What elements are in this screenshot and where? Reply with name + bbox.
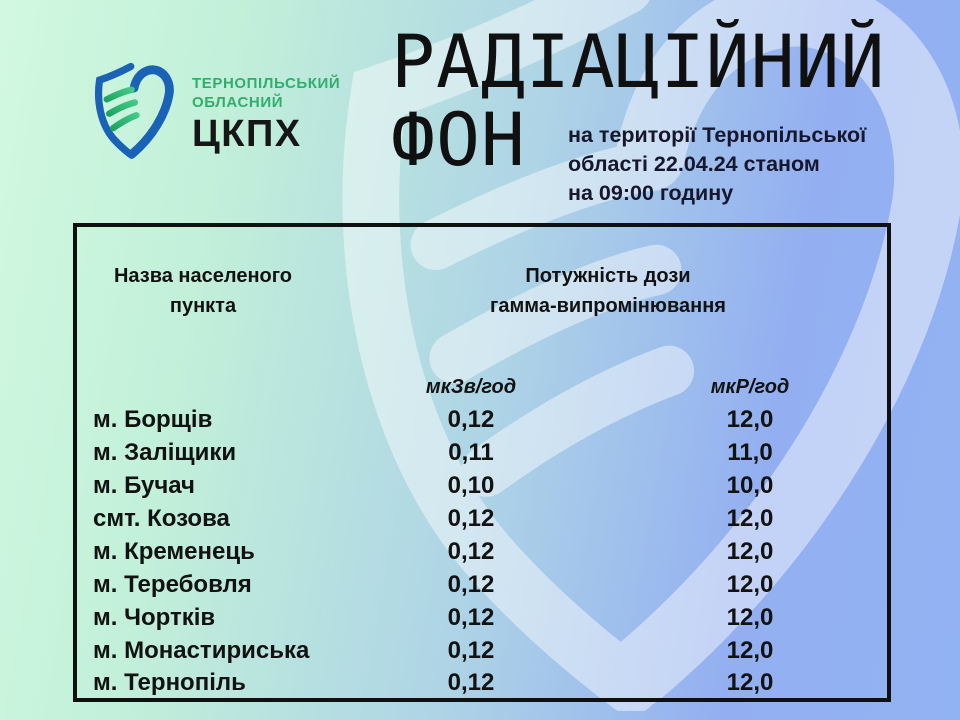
header-dose-line2: гамма-випромінювання (490, 295, 726, 317)
page-title: РАДІАЦІЙНИЙ ФОН (391, 24, 885, 180)
org-abbreviation: ЦКПХ (192, 113, 302, 155)
dose-usv: 0,12 (447, 570, 495, 598)
settlement-name: м. Кременець (93, 537, 255, 565)
settlement-name: м. Теребовля (93, 570, 252, 598)
table-row: м. Бучач 0,10 10,0 (75, 469, 889, 502)
dose-usv: 0,12 (447, 504, 495, 532)
dose-ur: 12,0 (726, 504, 774, 532)
table-units-row: мкЗв/год мкР/год (75, 355, 889, 403)
org-logo-icon (94, 62, 174, 159)
unit-usv: мкЗв/год (425, 376, 517, 398)
header-settlement-line1: Назва населеного (113, 265, 293, 287)
header-dose: Потужність дози гамма-випромінювання (329, 225, 889, 355)
dose-ur: 11,0 (727, 438, 773, 466)
header-settlement-line2: пункта (169, 295, 237, 317)
subtitle-line1: на території Тернопільської (568, 123, 867, 147)
org-logo-text: ТЕРНОПІЛЬСЬКИЙ ОБЛАСНИЙ ЦКПХ (192, 74, 340, 154)
settlement-name: м. Тернопіль (93, 668, 246, 696)
page-title-line2: ФОН (391, 98, 526, 183)
dose-ur: 10,0 (726, 471, 774, 499)
settlement-name: м. Бучач (93, 471, 195, 499)
dose-usv: 0,12 (447, 537, 495, 565)
header-settlement: Назва населеного пункта (75, 225, 329, 355)
table-row: м. Заліщики 0,11 11,0 (75, 436, 889, 469)
dose-ur: 12,0 (726, 405, 774, 433)
dose-ur: 12,0 (726, 570, 774, 598)
dose-usv: 0,10 (447, 471, 495, 499)
settlement-name: м. Борщів (93, 405, 213, 433)
settlement-name: м. Монастириська (93, 636, 310, 664)
table-row: смт. Козова 0,12 12,0 (75, 502, 889, 535)
table-row: м. Борщів 0,12 12,0 (75, 403, 889, 436)
settlement-name: м. Заліщики (93, 438, 237, 466)
dose-usv: 0,12 (447, 636, 495, 664)
table-row: м. Монастириська 0,12 12,0 (75, 634, 889, 667)
table-row: м. Теребовля 0,12 12,0 (75, 568, 889, 601)
settlement-name: смт. Козова (93, 504, 230, 532)
unit-ur: мкР/год (710, 376, 790, 398)
dose-usv: 0,12 (447, 405, 495, 433)
org-name-line2: ОБЛАСНИЙ (192, 94, 284, 111)
subtitle: на території Тернопільської області 22.0… (568, 121, 898, 208)
table-header-row: Назва населеного пункта Потужність дози … (75, 225, 889, 355)
subtitle-line3: на 09:00 годину (568, 181, 734, 205)
dose-usv: 0,12 (447, 603, 495, 631)
org-name-line1: ТЕРНОПІЛЬСЬКИЙ (192, 75, 341, 92)
table-row: м. Чортків 0,12 12,0 (75, 601, 889, 634)
settlement-name: м. Чортків (93, 603, 216, 631)
subtitle-line2: області 22.04.24 станом (568, 152, 820, 176)
dose-usv: 0,12 (447, 668, 495, 696)
page-title-line1: РАДІАЦІЙНИЙ (391, 20, 886, 105)
dose-ur: 12,0 (726, 603, 774, 631)
table-row: м. Тернопіль 0,12 12,0 (75, 667, 889, 700)
header-dose-line1: Потужність дози (525, 265, 691, 287)
dose-ur: 12,0 (726, 636, 774, 664)
dose-ur: 12,0 (726, 668, 774, 696)
radiation-table: Назва населеного пункта Потужність дози … (73, 223, 891, 702)
empty-cell (75, 355, 329, 403)
table-row: м. Кременець 0,12 12,0 (75, 535, 889, 568)
dose-usv: 0,11 (448, 438, 494, 466)
dose-ur: 12,0 (726, 537, 774, 565)
